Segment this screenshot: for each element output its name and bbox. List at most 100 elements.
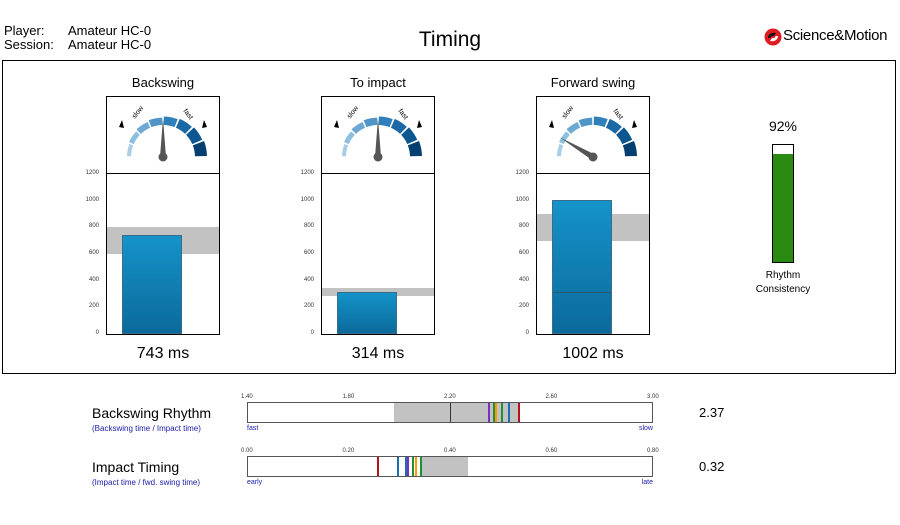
gauge-segment	[378, 116, 393, 128]
rhythm-label-line2: Consistency	[755, 284, 811, 295]
y-axis-tick-label: 0	[525, 330, 529, 336]
gauge-segment	[401, 127, 418, 145]
timing-panel-2: Forward swing slow fast 1200 1000 800 600 400 20…	[513, 72, 673, 372]
session-value: Amateur HC-0	[68, 37, 152, 52]
gauge-segment	[351, 121, 366, 134]
ratio-scale-label: 1.80	[342, 394, 355, 400]
session-label: Session:	[4, 37, 54, 52]
timing-bar	[122, 234, 182, 334]
gauge-segment	[186, 127, 203, 145]
y-axis-tick-label: 1000	[515, 196, 529, 203]
gauge-segment	[344, 131, 355, 145]
gauge-segment	[148, 117, 163, 128]
gauge-slow-label: slow	[131, 104, 146, 120]
y-axis-tick-label: 0	[310, 330, 314, 336]
target-range-band	[322, 288, 434, 296]
timing-panel-0: Backswing slow fast 1200 1000 800 600 400 200 0 74…	[83, 72, 243, 372]
gauge-segment	[129, 131, 140, 145]
gauge-segment	[622, 141, 637, 157]
ratio-track	[247, 456, 653, 477]
ratio-scale-label: 2.20	[444, 394, 456, 400]
ratio-scale-label: 0.60	[545, 448, 558, 454]
page-title: Timing	[418, 28, 482, 51]
ratio-swing-mark	[508, 403, 511, 422]
y-axis-tick-label: 600	[303, 250, 314, 256]
slow-arrow-icon	[334, 120, 339, 128]
ratio-left-label: early	[247, 479, 263, 486]
speed-gauge: slow fast	[536, 96, 650, 174]
ratio-sublabel: (Backswing time / Impact time)	[92, 424, 201, 433]
gauge-segment	[616, 127, 633, 145]
gauge-segment	[390, 118, 407, 134]
ratio-swing-mark	[487, 403, 490, 422]
speed-gauge-dial: slow fast	[334, 104, 422, 162]
y-axis-tick-label: 400	[303, 276, 314, 283]
y-axis-tick-label: 600	[88, 250, 99, 256]
gauge-fast-label: fast	[396, 108, 408, 121]
panel-title: Backswing	[131, 75, 195, 90]
gauge-segment	[163, 116, 178, 128]
y-axis-tick-label: 800	[88, 223, 99, 230]
ratio-scale-label: 1.40	[241, 394, 253, 400]
timing-bar-chart	[321, 173, 435, 335]
ratio-scale-label: 3.00	[647, 394, 659, 400]
ratio-swing-mark	[500, 403, 503, 422]
y-axis-tick-label: 400	[518, 276, 529, 283]
y-axis-tick-label: 1200	[85, 170, 99, 176]
gauge-segment	[136, 121, 151, 134]
timing-bar-chart	[536, 173, 650, 335]
gauge-fast-label: fast	[611, 108, 623, 121]
y-axis-tick-label: 200	[88, 303, 99, 310]
timing-panel-frame	[2, 60, 896, 374]
ratio-right-label: slow	[638, 425, 653, 432]
gauge-segment	[557, 143, 564, 157]
ratio-scale-label: 0.00	[241, 448, 253, 454]
y-axis-tick-label: 400	[88, 276, 99, 283]
ratio-swing-mark	[404, 457, 407, 476]
rhythm-label-line1: Rhythm	[765, 270, 801, 281]
y-axis-tick-label: 200	[303, 303, 314, 310]
gauge-segment	[605, 118, 622, 134]
gauge-slow-label: slow	[346, 104, 361, 120]
timing-bar-chart	[106, 173, 220, 335]
y-axis-tick-label: 1000	[85, 196, 99, 203]
ratio-swing-mark	[376, 457, 379, 476]
timing-bar	[337, 292, 397, 334]
speed-gauge: slow fast	[321, 96, 435, 174]
ratio-value: 2.37	[699, 405, 725, 420]
gauge-needle	[160, 118, 166, 157]
y-axis-tick-label: 1000	[300, 196, 314, 203]
ratio-right-label: late	[641, 479, 653, 486]
ratio-swing-mark	[495, 403, 498, 422]
rhythm-consistency-percent: 92%	[768, 118, 798, 134]
gauge-segment	[127, 143, 134, 157]
timing-bar	[552, 200, 612, 334]
ratio-swing-mark	[414, 457, 417, 476]
brand-mark-icon	[764, 28, 782, 46]
slow-arrow-icon	[119, 120, 124, 128]
timing-value: 743 ms	[136, 345, 190, 362]
ratio-swing-mark	[419, 457, 422, 476]
gauge-segment	[363, 117, 378, 128]
player-value: Amateur HC-0	[68, 23, 152, 38]
timing-bar-divider	[553, 291, 611, 293]
gauge-segment	[559, 131, 570, 145]
gauge-needle	[559, 137, 595, 160]
ratio-swing-mark	[492, 403, 495, 422]
gauge-segment	[407, 141, 422, 157]
gauge-segment	[578, 117, 593, 128]
gauge-segment	[175, 118, 192, 134]
ratio-swing-mark	[396, 457, 399, 476]
ratio-target-band	[422, 457, 468, 476]
speed-gauge-dial: slow fast	[119, 104, 207, 162]
rhythm-consistency-meter	[772, 144, 794, 263]
ratio-value: 0.32	[699, 459, 725, 474]
ratio-center-line	[450, 403, 451, 422]
gauge-segment	[342, 143, 349, 157]
rhythm-consistency-fill	[773, 154, 793, 262]
ratio-swing-mark	[412, 457, 415, 476]
y-axis-tick-label: 0	[95, 330, 99, 336]
speed-gauge-dial: slow fast	[549, 104, 637, 162]
y-axis-tick-label: 600	[518, 250, 529, 256]
gauge-hub	[373, 152, 383, 162]
